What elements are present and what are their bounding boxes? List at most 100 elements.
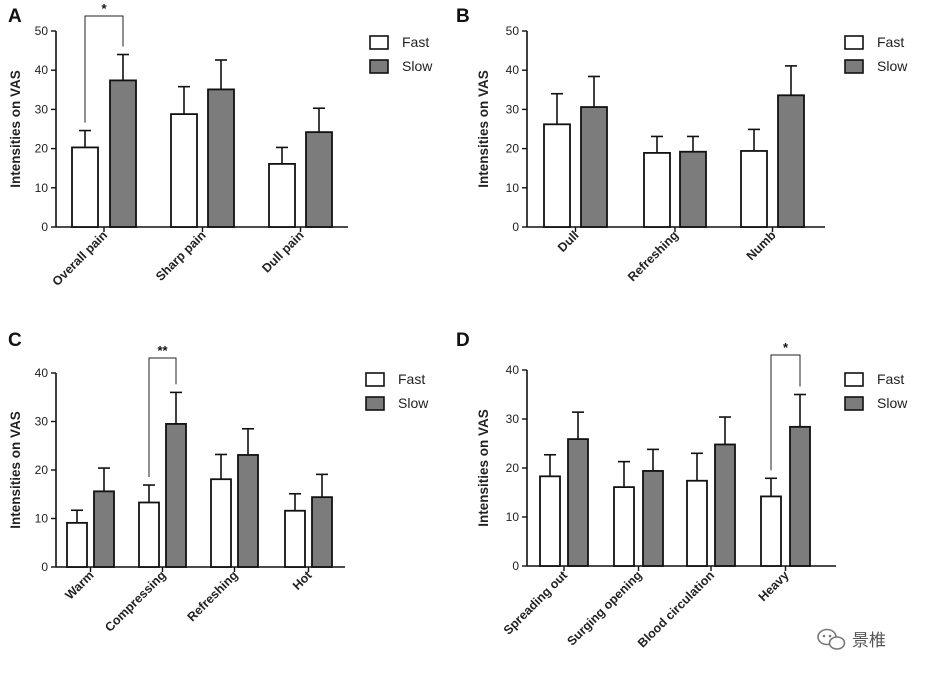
y-tick-label: 0: [41, 560, 48, 574]
bar-fast: [613, 486, 635, 567]
category-label: Spreading out: [501, 568, 571, 638]
panel-letter: D: [456, 330, 470, 351]
category-label: Surging opening: [565, 568, 645, 648]
bar-slow: [789, 425, 811, 567]
bar-fast: [760, 495, 782, 567]
significance-label: **: [157, 343, 168, 358]
category-label: Overall pain: [50, 228, 111, 289]
legend-swatch-slow: [844, 396, 864, 411]
watermark-text: 景椎: [852, 631, 886, 650]
y-tick-label: 0: [512, 559, 519, 573]
legend-label-fast: Fast: [877, 371, 904, 387]
bar-fast: [71, 146, 99, 228]
bar-slow: [165, 423, 187, 568]
panel-c: C Intensities on VAS 0 10 20 30 40 Warm Compress…: [8, 330, 429, 635]
bar-fast: [539, 475, 561, 567]
y-tick-label: 0: [41, 220, 48, 234]
panel-d: D Intensities on VAS 0 10 20 30 40 Spreading ou…: [456, 330, 908, 650]
category-label: Dull: [555, 228, 582, 255]
bar-slow: [237, 454, 259, 568]
y-tick-label: 30: [506, 102, 520, 116]
significance-bracket: [84, 15, 124, 123]
bar-fast: [543, 123, 571, 228]
legend-label-slow: Slow: [877, 58, 908, 74]
significance-bracket: [148, 357, 177, 478]
y-tick-label: 20: [506, 461, 520, 475]
category-label: Refreshing: [625, 228, 681, 284]
y-tick-label: 10: [506, 510, 520, 524]
panel-letter: C: [8, 330, 22, 351]
significance-label: *: [783, 340, 789, 355]
panel-a: A Intensities on VAS 0 10 20 30 40 50 Overall pa…: [8, 1, 433, 289]
legend-swatch-fast: [844, 372, 864, 387]
panel-b: B Intensities on VAS 0 10 20 30 40 50 Dull Refres…: [456, 6, 908, 284]
category-label: Refreshing: [185, 568, 241, 624]
y-tick-label: 30: [506, 412, 520, 426]
bar-slow: [580, 106, 608, 228]
category-label: Compressing: [102, 568, 168, 634]
legend-label-fast: Fast: [402, 34, 429, 50]
y-tick-label: 0: [512, 220, 519, 234]
category-label: Hot: [290, 568, 315, 593]
bar-slow: [679, 150, 707, 228]
bar-fast: [643, 152, 671, 228]
legend-label-slow: Slow: [402, 58, 433, 74]
legend-label-slow: Slow: [398, 395, 429, 411]
category-label: Blood circulation: [635, 568, 717, 650]
bar-slow: [714, 443, 736, 567]
legend-swatch-fast: [365, 372, 385, 387]
y-tick-label: 20: [35, 142, 49, 156]
bar-slow: [567, 438, 589, 567]
category-label: Warm: [62, 568, 96, 602]
wechat-icon: [817, 628, 846, 650]
y-axis-title: Intensities on VAS: [8, 411, 23, 529]
category-label: Dull pain: [259, 228, 306, 275]
bar-slow: [109, 79, 137, 228]
bar-fast: [268, 162, 296, 228]
bar-slow: [305, 131, 333, 228]
significance-bracket: [770, 354, 801, 471]
legend-label-slow: Slow: [877, 395, 908, 411]
y-tick-label: 30: [35, 102, 49, 116]
y-tick-label: 50: [35, 24, 49, 38]
bar-fast: [740, 150, 768, 228]
legend-swatch-slow: [369, 59, 389, 74]
bar-slow: [311, 496, 333, 568]
category-label: Heavy: [756, 568, 792, 604]
bar-fast: [66, 521, 88, 568]
y-axis-title: Intensities on VAS: [8, 70, 23, 188]
category-label: Sharp pain: [153, 228, 209, 284]
category-label: Numb: [744, 228, 779, 263]
legend-label-fast: Fast: [877, 34, 904, 50]
legend-swatch-fast: [844, 35, 864, 50]
bar-fast: [686, 479, 708, 567]
y-tick-label: 10: [35, 181, 49, 195]
y-tick-label: 10: [35, 512, 49, 526]
y-tick-label: 40: [506, 363, 520, 377]
bar-fast: [138, 501, 160, 568]
legend-swatch-slow: [365, 396, 385, 411]
bar-fast: [284, 509, 306, 568]
y-tick-label: 40: [35, 366, 49, 380]
panel-letter: B: [456, 6, 470, 27]
bar-slow: [207, 88, 235, 228]
legend-swatch-fast: [369, 35, 389, 50]
bar-slow: [777, 94, 805, 228]
y-tick-label: 30: [35, 415, 49, 429]
bar-slow: [93, 490, 115, 568]
legend-swatch-slow: [844, 59, 864, 74]
bar-fast: [170, 113, 198, 228]
y-axis-title: Intensities on VAS: [476, 70, 491, 188]
significance-label: *: [101, 1, 107, 16]
y-tick-label: 40: [35, 63, 49, 77]
bar-fast: [210, 478, 232, 568]
y-tick-label: 20: [35, 463, 49, 477]
bar-slow: [642, 470, 664, 567]
panel-letter: A: [8, 6, 22, 27]
y-tick-label: 40: [506, 63, 520, 77]
y-tick-label: 20: [506, 142, 520, 156]
y-tick-label: 50: [506, 24, 520, 38]
watermark: 景椎: [817, 628, 886, 650]
legend-label-fast: Fast: [398, 371, 425, 387]
